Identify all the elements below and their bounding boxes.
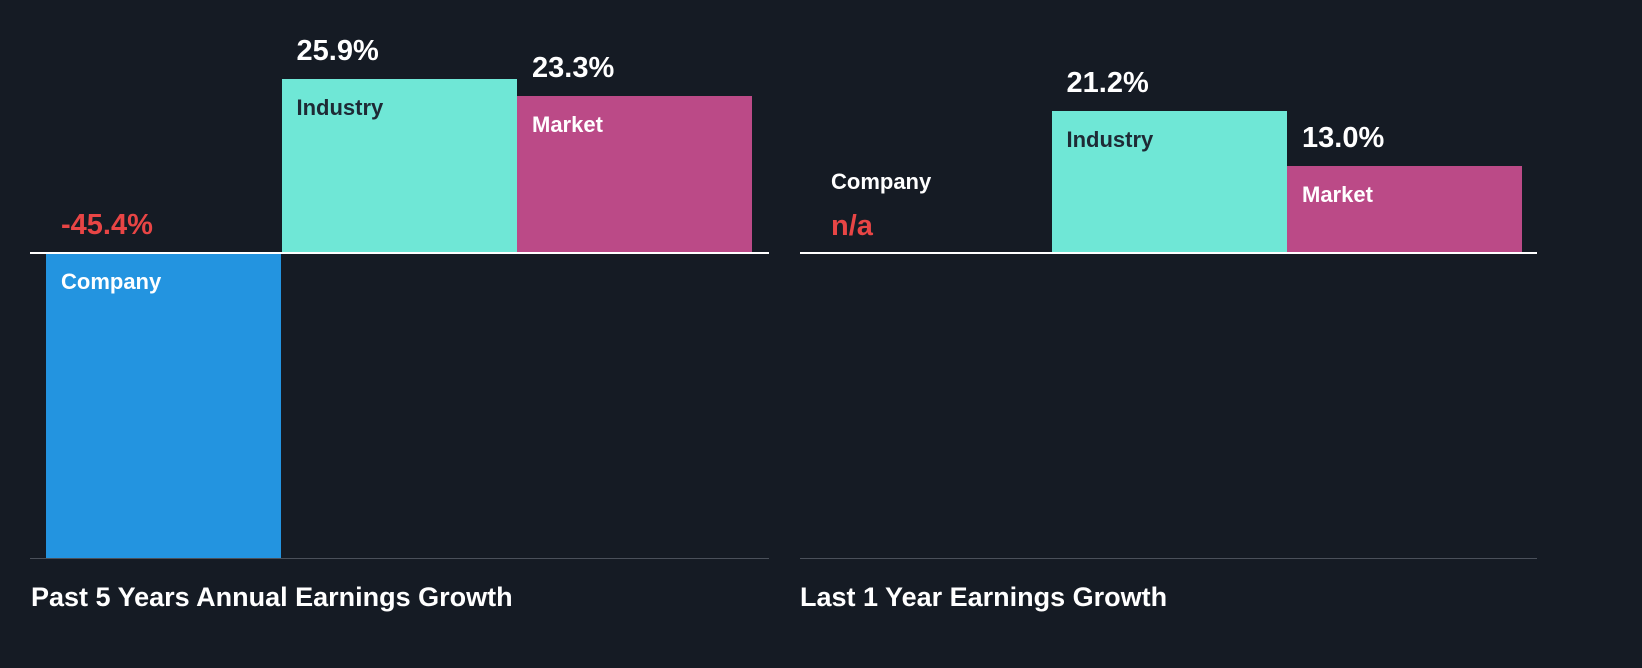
chart-title: Last 1 Year Earnings Growth [800,582,1168,612]
market-value: 23.3% [532,52,615,85]
company-label: Company [831,169,932,194]
company-value: n/a [831,210,873,242]
axis-bottom-line [30,558,769,559]
industry-value: 21.2% [1066,66,1149,99]
zero-baseline [800,252,1537,254]
market-bar [1287,165,1522,253]
axis-bottom-line [800,558,1537,559]
market-value: 13.0% [1302,121,1385,154]
past-5-years-chart: Past 5 Years Annual Earnings Growth Comp… [0,0,800,668]
industry-value: 25.9% [296,34,379,67]
industry-bar [281,78,517,253]
industry-bar [1051,110,1287,253]
industry-label: Industry [296,94,384,120]
industry-label: Industry [1066,126,1154,152]
market-label: Market [532,112,603,138]
chart-title: Past 5 Years Annual Earnings Growth [31,582,513,612]
company-label: Company [61,269,162,294]
zero-baseline [30,252,769,254]
market-bar [517,96,752,253]
company-value: -45.4% [61,209,153,241]
market-label: Market [1302,181,1373,207]
company-bar [46,253,281,559]
